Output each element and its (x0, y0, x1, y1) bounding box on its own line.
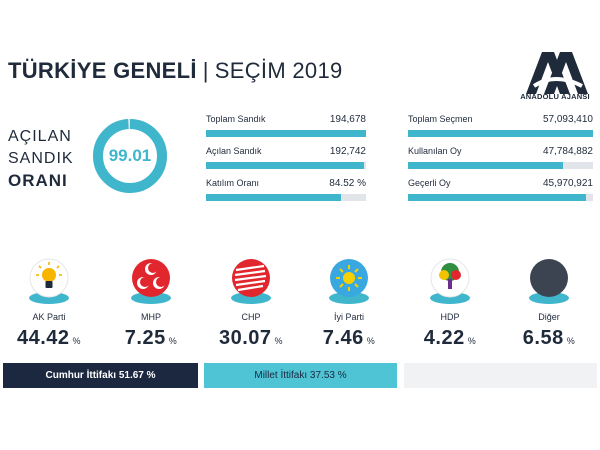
anadolu-logo-icon (526, 52, 588, 94)
stat-bar (206, 194, 366, 201)
percent-symbol: % (366, 336, 376, 346)
party-percentage: 30.07% (206, 327, 296, 350)
open-ratio-label-line: AÇILAN (8, 128, 72, 145)
party-name: AK Parti (32, 312, 66, 322)
alliance-millet: Millet İttifakı 37.53 % (204, 363, 397, 388)
party-percentage: 7.25% (106, 327, 196, 350)
percent-symbol: % (467, 336, 477, 346)
percent-symbol: % (274, 336, 284, 346)
alliance-cumhur: Cumhur İttifakı 51.67 % (3, 363, 198, 388)
lightbulb-icon (29, 258, 69, 304)
stat-value: 192,742 (329, 146, 366, 157)
open-ratio-donut (93, 119, 167, 193)
party-ak-parti: AK Parti 44.42% (4, 252, 94, 350)
tree-icon (430, 258, 470, 304)
stat-value: 47,784,882 (542, 146, 593, 157)
stat-label: Katılım Oranı (206, 178, 260, 188)
stat-bar (408, 162, 593, 169)
party-percentage: 4.22% (405, 327, 495, 350)
party-percentage: 6.58% (504, 327, 594, 350)
title-separator: | (202, 58, 209, 83)
party-other: Diğer 6.58% (504, 252, 594, 350)
stat-bar (206, 130, 366, 137)
stat-valid-votes: Geçerli Oy 45,970,921 (408, 178, 593, 201)
sun-icon (329, 259, 369, 304)
stat-value: 84.52 % (329, 178, 366, 189)
stat-bar (408, 194, 593, 201)
stat-bar-fill (206, 194, 342, 201)
logo-text: ANADOLU AJANSI (520, 92, 590, 101)
party-name: İyi Parti (333, 312, 364, 322)
stat-value: 57,093,410 (542, 114, 593, 125)
stat-total-voters: Toplam Seçmen 57,093,410 (408, 114, 593, 137)
alliance-other-placeholder (404, 363, 597, 388)
party-percentage-value: 7.46 (322, 327, 364, 349)
stat-turnout: Katılım Oranı 84.52 % (206, 178, 366, 201)
party-percentage-value: 44.42 (16, 327, 70, 349)
stat-bar-fill (206, 130, 366, 137)
party-percentage-value: 4.22 (423, 327, 465, 349)
party-name: Diğer (538, 312, 560, 322)
party-percentage-value: 30.07 (218, 327, 272, 349)
stat-label: Açılan Sandık (206, 146, 262, 156)
percent-symbol: % (168, 336, 178, 346)
stat-value: 194,678 (329, 114, 366, 125)
stat-bar-fill (408, 130, 593, 137)
party-chp: CHP 30.07% (206, 252, 296, 350)
party-percentage-value: 7.25 (124, 327, 166, 349)
open-ratio-value: 99.01 (108, 146, 152, 165)
title-main: TÜRKİYE GENELİ (8, 58, 197, 83)
stat-label: Kullanılan Oy (408, 146, 462, 156)
party-percentage: 7.46% (304, 327, 394, 350)
party-hdp: HDP 4.22% (405, 252, 495, 350)
stat-total-ballot-boxes: Toplam Sandık 194,678 (206, 114, 366, 137)
percent-symbol: % (72, 336, 82, 346)
stat-label: Toplam Seçmen (408, 114, 473, 124)
circle-icon (529, 259, 569, 304)
title-election: SEÇİM 2019 (214, 58, 343, 83)
party-name: MHP (141, 312, 161, 322)
stat-label: Geçerli Oy (408, 178, 451, 188)
stat-bar-fill (206, 162, 365, 169)
stat-bar-fill (408, 162, 563, 169)
stat-bar-fill (408, 194, 586, 201)
stat-bar (206, 162, 366, 169)
party-name: CHP (241, 312, 261, 322)
party-iyi-parti: İyi Parti 7.46% (304, 252, 394, 350)
open-ratio-label-line: ORANI (8, 171, 68, 190)
party-mhp: MHP 7.25% (106, 252, 196, 350)
page-title: TÜRKİYE GENELİ | SEÇİM 2019 (8, 58, 343, 84)
stat-value: 45,970,921 (542, 178, 593, 189)
party-percentage-value: 6.58 (522, 327, 564, 349)
party-name: HDP (440, 312, 460, 322)
percent-symbol: % (566, 336, 576, 346)
stat-votes-cast: Kullanılan Oy 47,784,882 (408, 146, 593, 169)
stat-bar (408, 130, 593, 137)
party-percentage: 44.42% (4, 327, 94, 350)
six-arrows-icon (231, 259, 271, 304)
open-ratio-arc (93, 119, 167, 193)
stat-opened-ballot-boxes: Açılan Sandık 192,742 (206, 146, 366, 169)
open-ratio-label: AÇILAN SANDIK ORANI (8, 126, 78, 192)
stat-label: Toplam Sandık (206, 114, 266, 124)
open-ratio-label-line: SANDIK (8, 150, 74, 167)
three-crescents-icon (131, 259, 171, 304)
